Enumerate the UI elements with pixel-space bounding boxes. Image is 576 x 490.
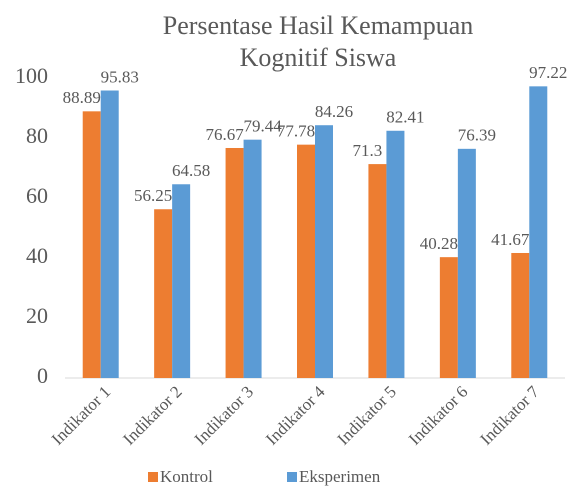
- y-tick-label: 100: [15, 63, 48, 88]
- bar: [439, 257, 458, 378]
- data-label: 64.58: [172, 161, 210, 180]
- data-label: 88.89: [63, 88, 101, 107]
- x-tick-label: Indikator 3: [191, 382, 258, 449]
- bar: [172, 184, 191, 378]
- chart-title: Kognitif Siswa: [240, 43, 397, 72]
- data-label: 97.22: [529, 63, 567, 82]
- data-label: 71.3: [353, 141, 383, 160]
- x-tick-label: Indikator 4: [262, 382, 329, 449]
- x-tick-label: Indikator 1: [48, 382, 115, 449]
- x-tick-label: Indikator 2: [119, 382, 186, 449]
- data-label: 82.41: [386, 108, 424, 127]
- data-label: 76.67: [205, 125, 244, 144]
- data-label: 77.78: [277, 122, 315, 141]
- bar: [82, 111, 101, 378]
- chart-title: Persentase Hasil Kemampuan: [163, 11, 473, 40]
- legend-swatch: [148, 472, 158, 482]
- legend-label: Kontrol: [160, 467, 213, 486]
- bar: [225, 147, 244, 378]
- data-label: 84.26: [315, 102, 353, 121]
- data-label: 40.28: [420, 234, 458, 253]
- data-label: 56.25: [134, 186, 172, 205]
- data-label: 95.83: [101, 67, 139, 86]
- legend-label: Eksperimen: [299, 467, 381, 486]
- legend-swatch: [287, 472, 297, 482]
- y-tick-label: 80: [26, 123, 48, 148]
- bar: [529, 86, 548, 378]
- bar: [100, 90, 119, 378]
- bar: [243, 139, 262, 378]
- y-tick-label: 40: [26, 243, 48, 268]
- data-label: 79.44: [243, 117, 282, 136]
- y-tick-label: 60: [26, 183, 48, 208]
- bar: [386, 130, 405, 378]
- data-label: 76.39: [458, 126, 496, 145]
- bar: [154, 209, 173, 378]
- x-tick-label: Indikator 6: [405, 382, 472, 449]
- bar: [297, 144, 315, 378]
- bar: [457, 148, 476, 378]
- y-tick-label: 0: [37, 363, 48, 388]
- bar: [315, 125, 333, 378]
- x-tick-label: Indikator 7: [476, 382, 543, 449]
- x-tick-label: Indikator 5: [333, 382, 400, 449]
- data-label: 41.67: [491, 230, 530, 249]
- bar: [511, 252, 530, 378]
- bar: [368, 164, 387, 378]
- y-tick-label: 20: [26, 303, 48, 328]
